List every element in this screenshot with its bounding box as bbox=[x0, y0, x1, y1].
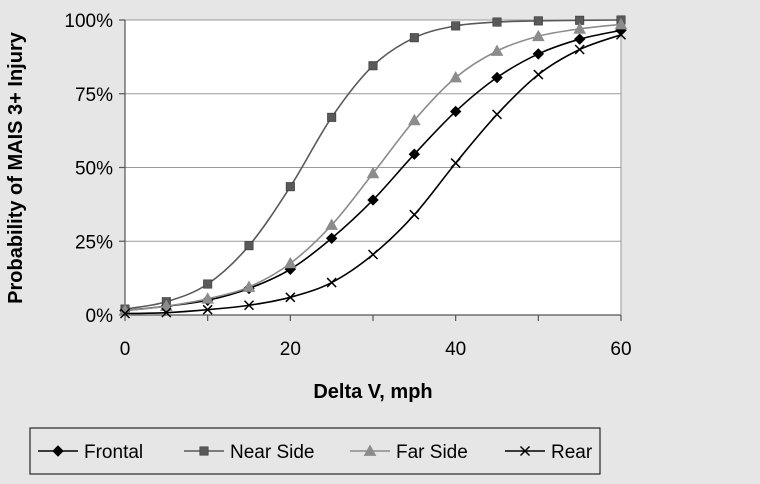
x-marker-stroke bbox=[161, 307, 172, 318]
point-rear bbox=[491, 109, 503, 120]
point-frontal bbox=[367, 194, 379, 206]
point-far-side bbox=[242, 280, 256, 292]
point-far-side bbox=[573, 22, 587, 34]
legend-marker bbox=[363, 444, 377, 456]
x-axis-title: Delta V, mph bbox=[313, 381, 432, 403]
point-near-side bbox=[409, 33, 419, 43]
point-frontal bbox=[491, 71, 503, 84]
point-rear bbox=[367, 249, 379, 260]
legend-marker bbox=[199, 446, 209, 456]
point-near-side bbox=[327, 112, 337, 122]
x-marker-stroke bbox=[326, 277, 337, 288]
point-rear bbox=[450, 158, 461, 169]
point-near-side bbox=[533, 16, 543, 26]
x-tick-label: 20 bbox=[280, 339, 301, 360]
point-far-side bbox=[283, 256, 297, 269]
y-tick-label: 0% bbox=[86, 306, 114, 327]
series-layer bbox=[118, 15, 628, 319]
legend-label: Far Side bbox=[396, 442, 468, 463]
point-near-side bbox=[451, 21, 461, 31]
legend-label: Frontal bbox=[84, 442, 143, 463]
legend-item-rear: Rear bbox=[505, 442, 593, 463]
y-tick-label: 25% bbox=[75, 232, 113, 253]
point-far-side bbox=[490, 44, 504, 56]
x-marker-stroke bbox=[285, 292, 296, 303]
point-rear bbox=[615, 29, 627, 40]
x-tick-label: 0 bbox=[120, 339, 131, 360]
x-tick-label: 40 bbox=[445, 339, 466, 360]
y-tick-label: 75% bbox=[75, 85, 113, 106]
point-frontal bbox=[573, 33, 586, 45]
y-tick-label: 50% bbox=[75, 159, 113, 180]
point-near-side bbox=[203, 279, 213, 289]
x-marker-stroke bbox=[202, 304, 213, 315]
x-marker-stroke bbox=[491, 109, 503, 120]
point-frontal bbox=[532, 48, 545, 60]
point-frontal bbox=[449, 105, 462, 118]
point-rear bbox=[326, 277, 337, 288]
point-frontal bbox=[408, 148, 421, 160]
point-frontal bbox=[325, 232, 338, 245]
point-near-side bbox=[244, 241, 254, 251]
point-rear bbox=[533, 69, 544, 80]
legend-item-frontal: Frontal bbox=[38, 442, 143, 463]
legend-marker bbox=[52, 445, 64, 457]
point-near-side bbox=[368, 61, 378, 71]
point-far-side bbox=[366, 166, 380, 179]
x-marker-stroke bbox=[119, 308, 131, 319]
point-far-side bbox=[201, 292, 215, 304]
point-far-side bbox=[159, 299, 173, 312]
point-far-side bbox=[407, 113, 421, 126]
point-near-side bbox=[492, 17, 502, 27]
x-tick-label: 60 bbox=[610, 339, 631, 360]
point-rear bbox=[574, 44, 585, 55]
series-rear bbox=[119, 29, 627, 319]
point-rear bbox=[409, 209, 420, 220]
x-marker-stroke bbox=[533, 69, 544, 80]
point-far-side bbox=[531, 29, 545, 42]
point-rear bbox=[161, 307, 172, 318]
legend-label: Rear bbox=[551, 442, 593, 463]
point-rear bbox=[243, 300, 255, 311]
legend: Frontal Near Side Far Side Rear bbox=[29, 427, 601, 475]
x-marker-stroke bbox=[367, 249, 379, 260]
legend-marker bbox=[519, 445, 531, 457]
x-marker-stroke bbox=[615, 29, 627, 40]
y-axis-title: Probability of MAIS 3+ Injury bbox=[5, 31, 27, 304]
y-tick-label: 100% bbox=[64, 11, 113, 32]
legend-item-near-side: Near Side bbox=[184, 442, 315, 463]
point-rear bbox=[285, 292, 296, 303]
series-far-side bbox=[118, 17, 628, 316]
axes: 0% 25% 50% 75% 100% 0 20 40 60 bbox=[64, 11, 631, 360]
point-rear bbox=[119, 308, 131, 319]
point-rear bbox=[202, 304, 213, 315]
point-far-side bbox=[449, 70, 463, 83]
point-near-side bbox=[285, 182, 295, 192]
x-marker-stroke bbox=[409, 209, 420, 220]
point-far-side bbox=[614, 17, 628, 30]
x-marker-stroke bbox=[519, 445, 531, 457]
point-far-side bbox=[325, 218, 339, 230]
x-marker-stroke bbox=[574, 44, 585, 55]
x-marker-stroke bbox=[243, 300, 255, 311]
legend-item-far-side: Far Side bbox=[350, 442, 468, 463]
legend-label: Near Side bbox=[230, 442, 315, 463]
x-marker-stroke bbox=[450, 158, 461, 169]
